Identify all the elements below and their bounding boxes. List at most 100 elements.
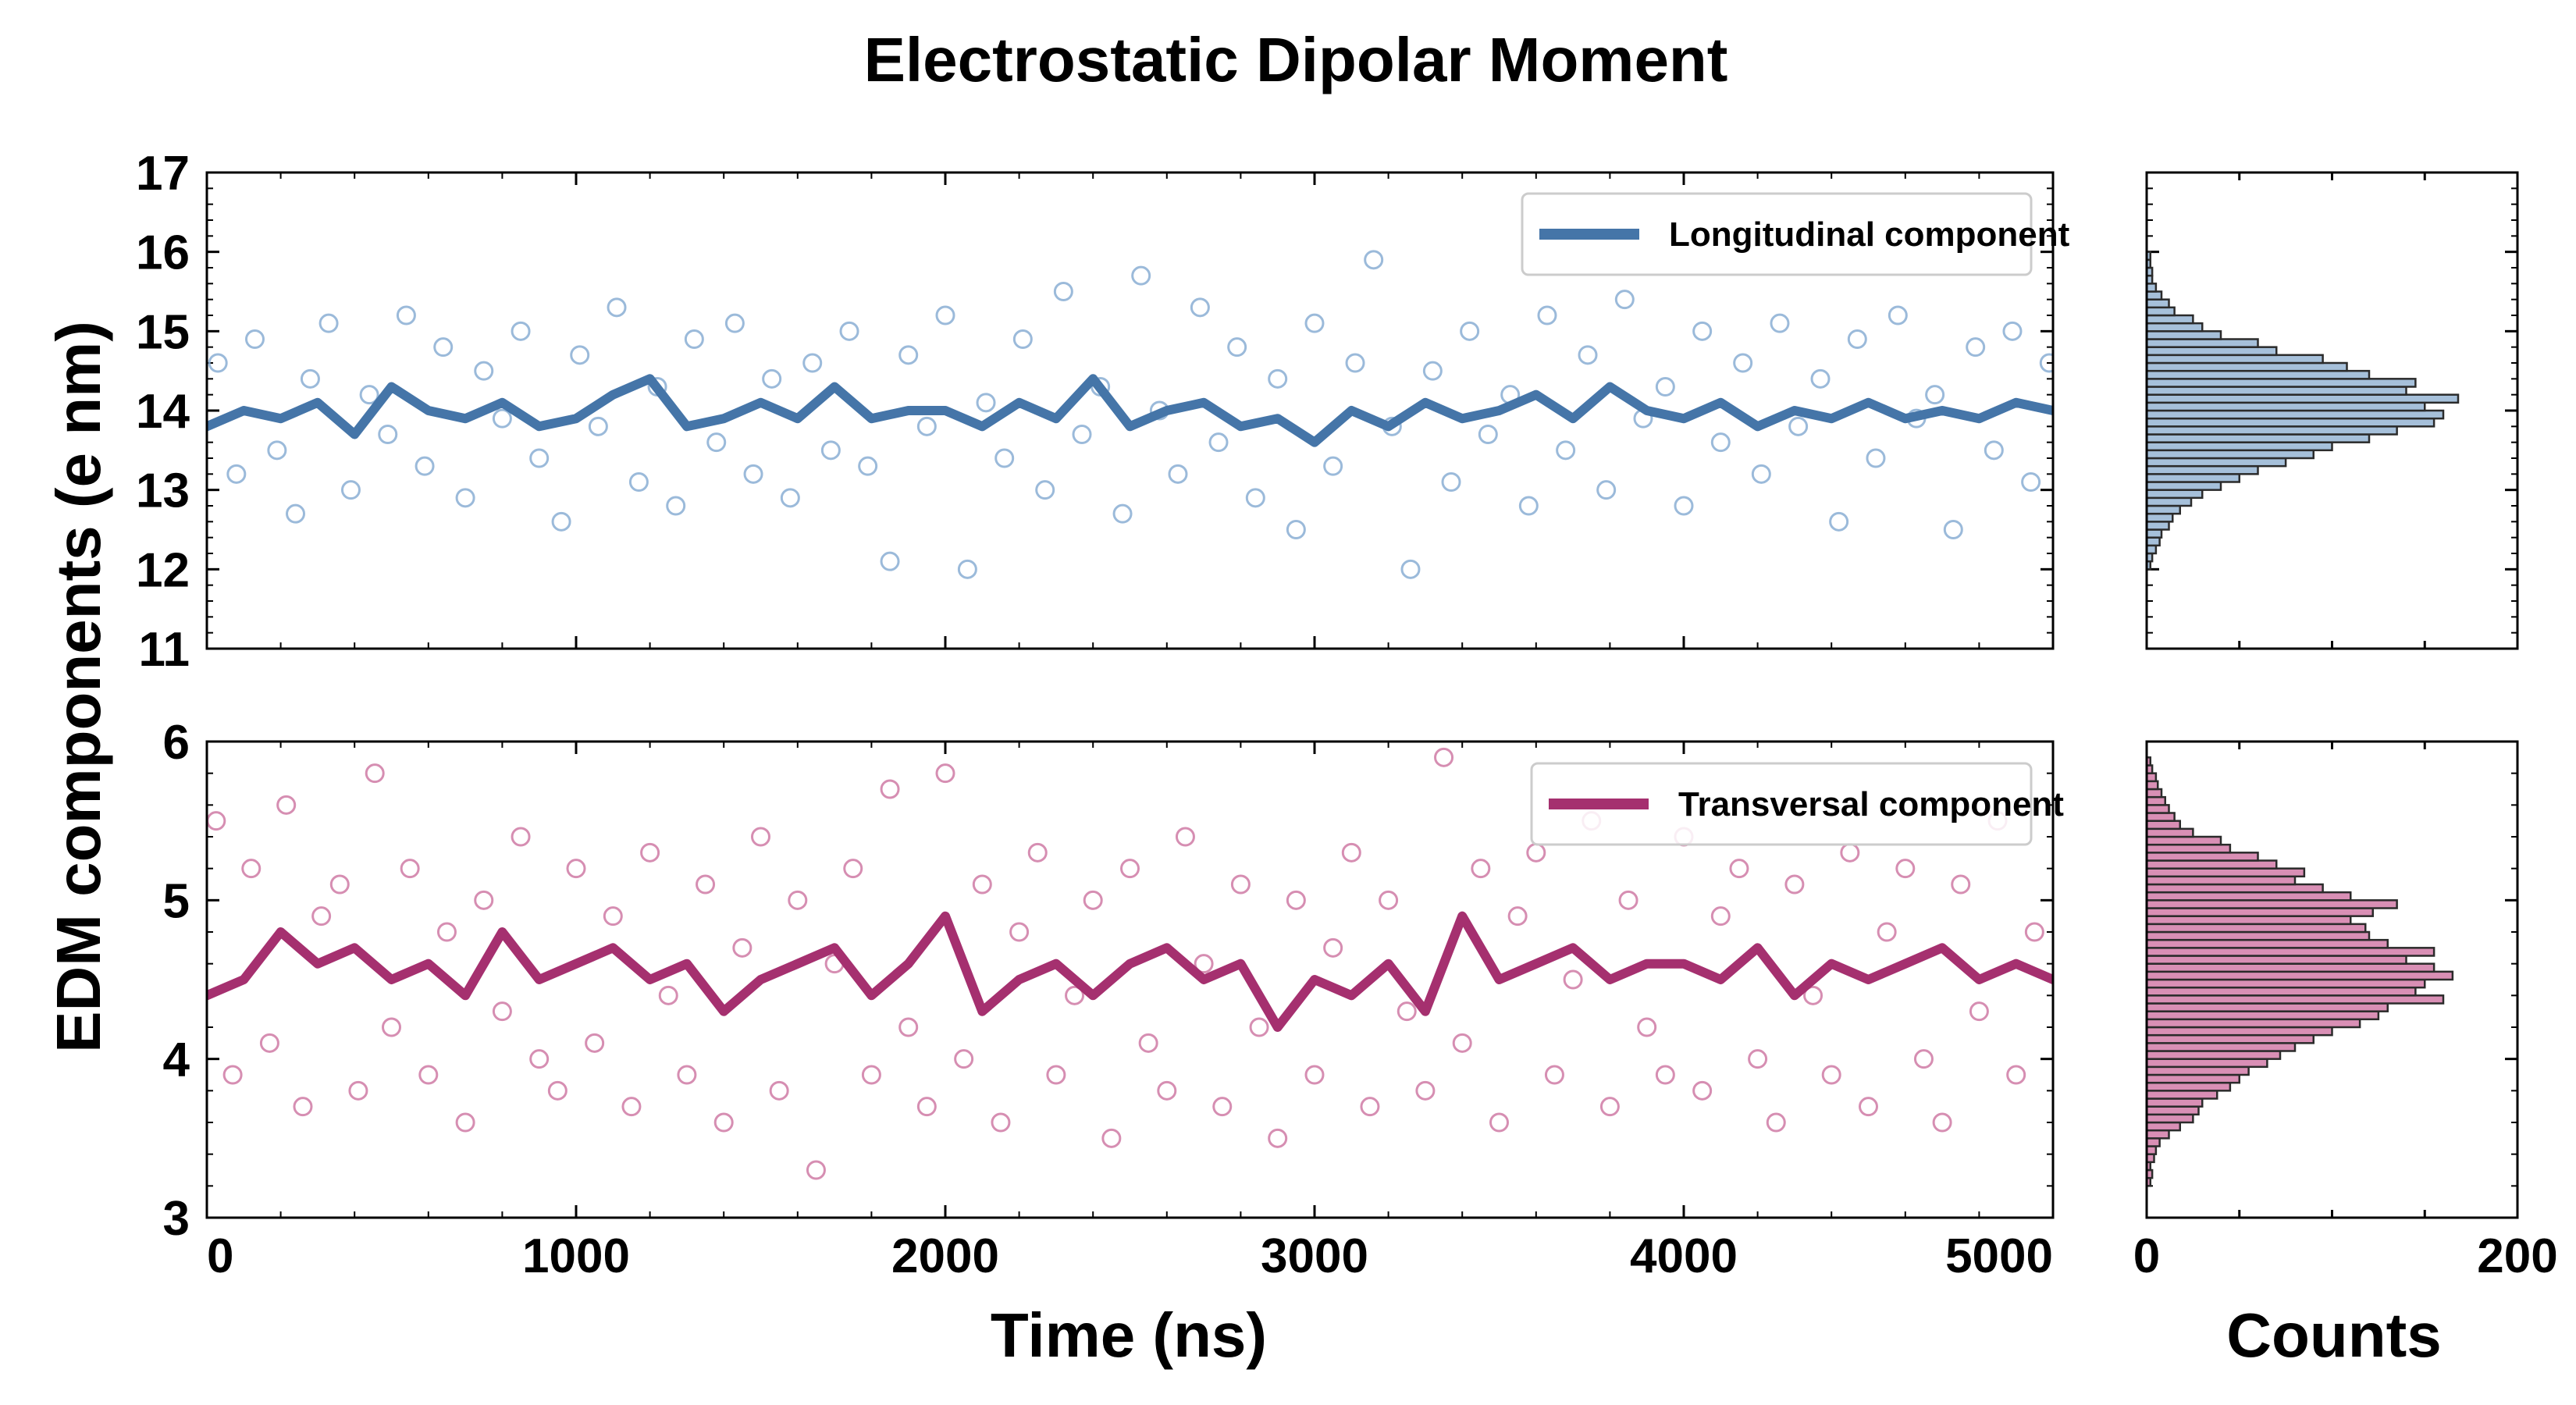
scatter-point [935,305,955,325]
scatter-point [318,313,339,333]
hist-bar [2145,504,2181,515]
scatter-point [780,488,800,508]
y-tick-label: 16 [136,226,190,280]
scatter-point [1966,337,1986,357]
scatter-point [365,763,385,784]
scatter-point [994,448,1015,468]
scatter-point [1655,377,1675,397]
scatter-point [511,827,531,847]
scatter-point [1131,265,1151,286]
scatter-point [1083,890,1103,910]
scatter-point [769,1080,789,1101]
longitudinal-line-group [207,374,2053,447]
scatter-point [1877,922,1897,942]
hist-bar [2145,521,2170,531]
scatter-point [1943,520,1963,539]
bottom-hist-bars [2145,756,2454,1187]
scatter-point [1489,1112,1509,1133]
scatter-point [972,874,992,895]
hist-bar [2145,1137,2161,1147]
scatter-point [2024,922,2044,942]
scatter-point [991,1112,1011,1133]
hist-bar [2145,369,2371,380]
scatter-point [300,368,320,389]
scatter-point [1537,305,1557,325]
hist-bar [2145,772,2158,783]
hist-bar [2145,780,2159,791]
hist-bar [2145,867,2306,878]
top-main-frame [205,171,2055,650]
scatter-point [1563,969,1583,990]
scatter-point [1766,1112,1786,1133]
scatter-point [1751,464,1771,484]
scatter-point [1304,313,1325,333]
hist-bar [2145,481,2222,491]
hist-bar [2145,386,2407,396]
scatter-point [208,353,228,373]
scatter-point [418,1065,439,1085]
hist-bar [2145,314,2194,325]
scatter-point [713,1112,734,1133]
scatter-point [1578,345,1598,365]
bottom-main-ticks: 3 4 5 6 0 1000 2000 3000 4000 5000 [163,716,2055,1283]
scatter-point [1175,827,1195,847]
scatter-point [1323,456,1343,476]
hist-bar [2145,528,2163,539]
hist-bar [2145,298,2170,309]
longitudinal-legend-label: Longitudinal component [1669,215,2070,254]
scatter-point [1478,425,1498,444]
scatter-point [1788,416,1809,436]
hist-bar [2145,346,2278,357]
bottom-main-frame [205,740,2055,1219]
hist-bar [2145,978,2426,989]
hist-bar [2145,1018,2361,1029]
scatter-point [348,1080,368,1101]
scatter-point [1286,890,1306,910]
hist-bar [2145,417,2435,428]
hist-bar [2145,306,2176,317]
scatter-point [529,448,550,468]
hist-bar [2145,875,2297,886]
scatter-point [898,1017,919,1037]
x-axis-label: Time (ns) [991,1300,1267,1370]
y-tick-label: 11 [138,623,190,677]
hist-bar [2145,1042,2297,1052]
scatter-point [1859,1097,1878,1117]
scatter-point [1072,425,1092,444]
scatter-point [1227,337,1247,357]
hist-bar [2145,907,2374,917]
scatter-point [1249,1017,1269,1037]
scatter-point [2039,353,2053,373]
figure-title: Electrostatic Dipolar Moment [864,25,1728,94]
scatter-point [241,859,262,879]
scatter-point [259,1033,279,1053]
hist-bar [2145,1145,2158,1155]
scatter-point [244,329,265,349]
hist-bar [2145,1121,2181,1132]
scatter-point [621,1097,642,1117]
hist-bar [2145,1002,2389,1012]
hist-bar [2145,899,2398,909]
hist-bar [2145,441,2333,452]
scatter-point [1441,472,1461,492]
scatter-point [1345,353,1365,373]
hist-bar [2145,330,2222,340]
scatter-point [547,1080,568,1101]
scatter-point [935,763,955,784]
scatter-point [492,408,512,429]
scatter-point [954,1049,974,1069]
scatter-point [436,922,457,942]
hist-bar [2145,827,2194,838]
x-tick-label: 2000 [891,1229,999,1283]
scatter-point [433,337,454,357]
hist-bar [2145,930,2371,941]
scatter-point [1895,859,1916,879]
transversal-legend-label: Transversal component [1678,785,2064,823]
scatter-point [1138,1033,1158,1053]
scatter-point [551,511,571,532]
scatter-point [1397,1001,1417,1022]
scatter-point [1434,747,1454,767]
hist-bar [2145,425,2398,436]
hist-bar [2145,923,2367,934]
scatter-point [640,842,660,863]
